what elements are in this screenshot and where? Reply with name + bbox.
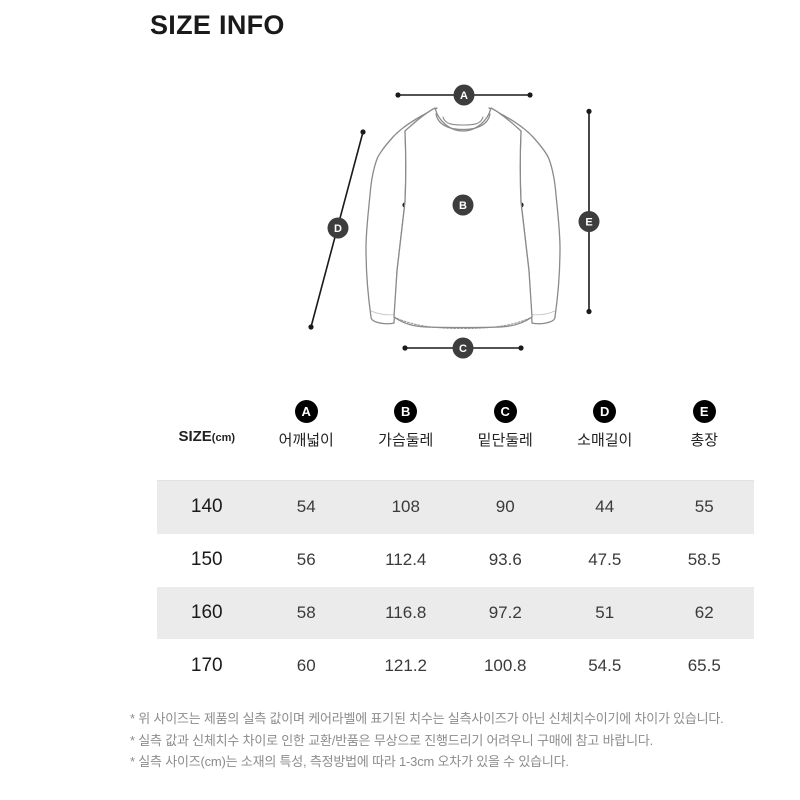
svg-text:D: D: [334, 223, 342, 235]
svg-text:E: E: [585, 216, 592, 228]
svg-text:B: B: [459, 200, 467, 212]
svg-text:C: C: [459, 343, 467, 355]
svg-text:A: A: [460, 90, 468, 102]
